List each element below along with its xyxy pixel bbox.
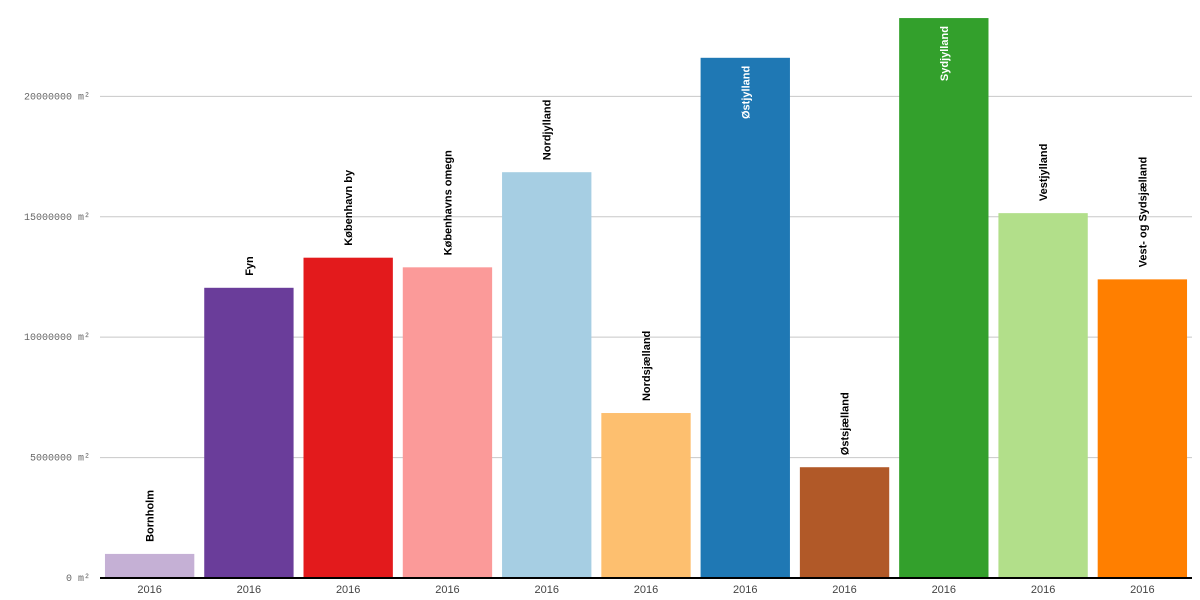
bar-label: Sydjylland [939,26,951,81]
bar-label: Københavns omegn [442,150,454,255]
x-tick-label: 2016 [733,584,757,596]
bar [601,413,691,578]
x-axis-tick-labels: 2016 2016 2016 2016 2016 2016 2016 2016 2016 2016… [137,584,1154,596]
x-tick-label: 2016 [534,584,558,596]
bar [799,467,890,578]
bar-label: Østjylland [740,66,752,119]
bar-label: Vest- og Sydsjælland [1137,157,1149,268]
bar [204,287,294,578]
bar-label: København by [343,169,355,246]
bar [402,267,493,578]
y-tick-label: 15000000 m² [24,213,90,224]
x-tick-label: 2016 [932,584,956,596]
bar-label: Fyn [244,256,256,276]
bar-label: Bornholm [145,490,157,542]
bar-label: Vestjylland [1038,144,1050,201]
x-tick-label: 2016 [336,584,360,596]
bar [502,172,592,578]
bar [700,57,790,579]
y-axis-tick-labels: 0 m² 5000000 m² 10000000 m² 15000000 m² 2000… [24,92,90,585]
bars [104,18,1188,579]
x-tick-label: 2016 [1031,584,1055,596]
bar [1097,279,1188,578]
y-tick-label: 0 m² [66,574,90,585]
bar [998,213,1088,578]
y-tick-label: 5000000 m² [30,454,90,465]
bar [303,257,393,578]
x-tick-label: 2016 [634,584,658,596]
x-tick-label: 2016 [832,584,856,596]
y-tick-label: 20000000 m² [24,92,90,103]
bar-label: Nordsjælland [641,331,653,401]
bar-label: Nordjylland [542,100,554,161]
x-tick-label: 2016 [237,584,261,596]
x-tick-label: 2016 [435,584,459,596]
bar [104,553,195,578]
x-tick-label: 2016 [137,584,161,596]
x-tick-label: 2016 [1130,584,1154,596]
bar [899,18,989,578]
y-tick-label: 10000000 m² [24,333,90,344]
bar-label: Østsjælland [840,392,852,455]
bar-labels: Bornholm Fyn København by Københavns omegn N… [145,26,1150,542]
